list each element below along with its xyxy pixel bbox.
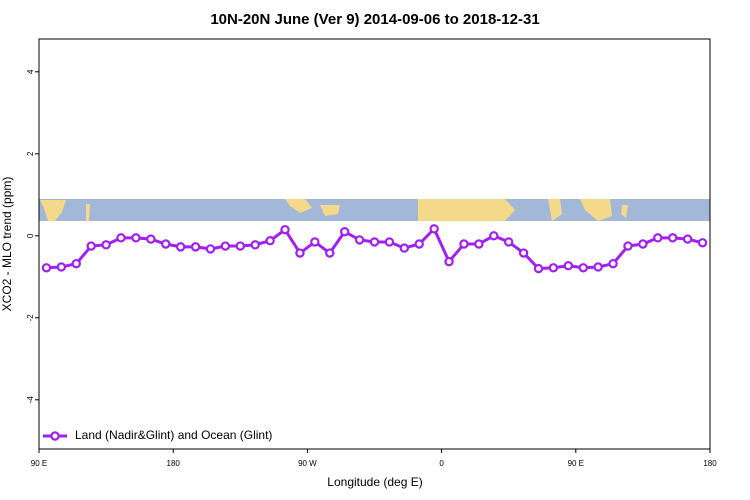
- data-point: [265, 236, 275, 246]
- data-point: [429, 224, 439, 234]
- y-tick-label: -4: [26, 396, 35, 404]
- data-point: [116, 233, 126, 243]
- data-point: [459, 239, 469, 249]
- x-axis-label: Longitude (deg E): [327, 475, 422, 489]
- data-point: [623, 241, 633, 251]
- data-point: [220, 241, 231, 251]
- y-tick-label: 2: [26, 151, 35, 156]
- data-point: [146, 234, 156, 244]
- y-axis-label: XCO2 - MLO trend (ppm): [0, 177, 14, 312]
- data-point: [190, 242, 201, 252]
- plot-frame: [38, 38, 711, 450]
- data-point: [608, 258, 618, 269]
- x-tick-label: 90 W: [298, 459, 317, 468]
- data-point: [414, 239, 424, 249]
- data-point: [518, 248, 529, 258]
- series-line: [46, 226, 703, 271]
- data-point: [578, 263, 588, 273]
- data-point: [399, 243, 410, 253]
- legend-marker: [50, 431, 60, 441]
- data-point: [474, 239, 484, 249]
- data-point: [71, 258, 81, 269]
- data-point: [250, 240, 260, 250]
- data-point: [354, 235, 365, 245]
- data-point: [280, 224, 290, 235]
- data-point: [131, 233, 141, 243]
- data-point: [295, 248, 305, 258]
- chart-title: 10N-20N June (Ver 9) 2014-09-06 to 2018-…: [210, 11, 539, 28]
- data-point: [653, 233, 663, 243]
- data-point: [56, 262, 67, 272]
- x-tick-label: 0: [439, 459, 444, 468]
- data-point: [548, 263, 559, 273]
- y-tick-label: 4: [26, 69, 35, 74]
- data-point: [339, 226, 350, 237]
- data-point: [444, 256, 454, 267]
- x-tick-label: 180: [703, 459, 717, 468]
- legend-label: Land (Nadir&Glint) and Ocean (Glint): [75, 428, 272, 442]
- data-point: [682, 234, 693, 244]
- y-tick-label: -2: [26, 314, 35, 322]
- data-point: [563, 261, 574, 271]
- data-point: [175, 242, 186, 252]
- data-point: [489, 231, 499, 241]
- data-point: [161, 239, 171, 249]
- data-point: [86, 241, 96, 251]
- x-tick-label: 90 E: [31, 459, 47, 468]
- x-tick-label: 180: [167, 459, 181, 468]
- data-point: [310, 237, 320, 247]
- data-point: [235, 241, 245, 251]
- map-strip: [39, 199, 710, 221]
- data-point: [668, 233, 678, 243]
- data-point: [384, 237, 395, 247]
- data-point: [325, 248, 335, 258]
- y-tick-label: 0: [26, 233, 35, 238]
- data-point: [101, 240, 111, 250]
- data-point: [504, 237, 514, 247]
- data-point: [533, 263, 544, 274]
- data-point: [697, 238, 708, 248]
- data-point: [41, 263, 52, 273]
- data-point: [205, 244, 216, 254]
- x-tick-label: 90 E: [568, 459, 584, 468]
- data-point: [369, 237, 380, 247]
- data-point: [638, 239, 648, 249]
- data-point: [593, 262, 603, 272]
